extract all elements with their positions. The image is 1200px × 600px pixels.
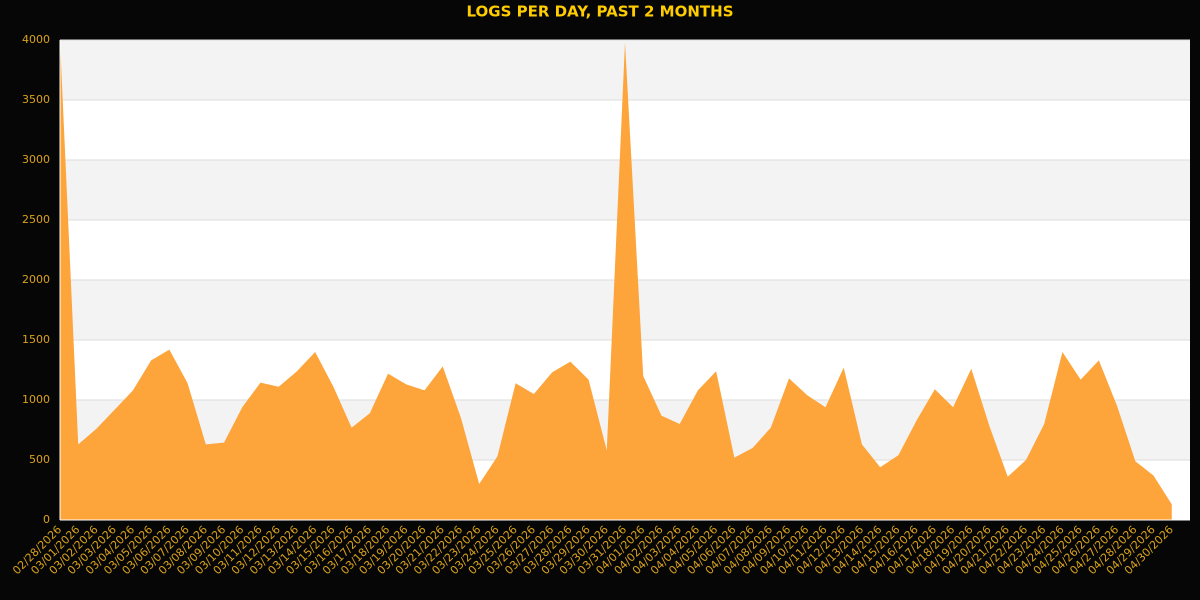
y-tick-label: 3500 — [22, 93, 50, 106]
y-tick-label: 2000 — [22, 273, 50, 286]
y-tick-label: 0 — [43, 513, 50, 526]
y-tick-label: 2500 — [22, 213, 50, 226]
y-tick-label: 3000 — [22, 153, 50, 166]
chart-title: LOGS PER DAY, PAST 2 MONTHS — [466, 3, 733, 21]
area — [60, 40, 1172, 520]
y-tick-label: 500 — [29, 453, 50, 466]
y-tick-label: 4000 — [22, 33, 50, 46]
y-tick-label: 1500 — [22, 333, 50, 346]
y-tick-label: 1000 — [22, 393, 50, 406]
